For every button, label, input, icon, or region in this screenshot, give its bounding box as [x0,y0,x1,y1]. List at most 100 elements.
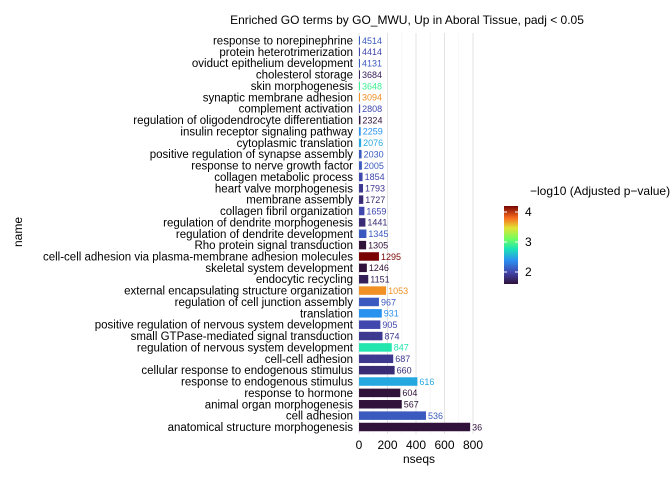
bar [359,184,363,193]
category-label: positive regulation of nervous system de… [95,320,354,332]
value-label: 4414 [362,47,382,57]
bar [359,388,401,398]
category-label: complement activation [239,104,353,116]
legend-colorbar [504,206,518,284]
value-label: 1793 [365,184,385,194]
legend-tick-label: 2 [525,265,532,279]
value-label: 687 [395,354,410,364]
bar [359,400,402,409]
category-label: regulation of oligodendrocyte differenti… [133,115,353,127]
value-label: 905 [382,320,397,330]
category-label: membrane assembly [246,195,353,207]
category-label: cell-cell adhesion via plasma-membrane a… [43,251,353,263]
value-label: 536 [428,411,443,421]
value-label: 847 [394,343,409,353]
value-label: 616 [419,377,434,387]
bar [359,297,379,307]
value-label: 604 [402,388,417,398]
bar [359,115,361,125]
category-label: oviduct epithelium development [192,58,354,70]
value-label: 1295 [381,252,401,262]
value-label: 874 [385,331,400,341]
category-label: external encapsulating structure organiz… [124,286,353,298]
category-label: synaptic membrane adhesion [203,92,353,104]
value-label: 2076 [363,138,383,148]
bar [359,377,418,386]
value-label: 1305 [368,240,388,250]
category-label: regulation of dendrite morphogenesis [163,217,353,229]
category-label: response to nerve growth factor [191,161,353,173]
bar [359,58,360,68]
value-label: 3094 [362,93,382,103]
category-label: small GTPase-mediated signal transductio… [131,331,353,343]
legend-tick-label: 4 [525,205,532,219]
bar [359,104,361,113]
value-label: 4131 [362,59,382,69]
value-label: 1345 [368,229,388,239]
x-tick-label: 400 [406,438,426,452]
category-label: skin morphogenesis [251,81,354,93]
value-label: 2808 [362,104,382,114]
bar [359,127,361,136]
category-label: cell adhesion [286,411,353,423]
bar [359,274,369,284]
category-label: response to endogenous stimulus [181,377,353,389]
bar [359,331,383,341]
category-label: skeletal system development [205,263,353,275]
value-label: 2005 [364,161,384,171]
x-tick-label: 600 [434,438,454,452]
category-label: anatomical structure morphogenesis [168,422,354,434]
bar [359,149,362,159]
category-label: translation [300,308,353,320]
value-label: 1854 [365,172,385,182]
category-label: collagen metabolic process [214,172,353,184]
bar [359,263,367,273]
x-tick-label: 200 [377,438,397,452]
x-tick-label: 800 [463,438,483,452]
value-label: 567 [404,400,419,410]
legend-title: −log10 (Adjusted p−value) [530,184,670,198]
bar [359,206,365,216]
value-label: 3648 [362,81,382,91]
value-label: 2324 [362,115,382,125]
bar [359,422,471,432]
category-label: response to norepinephrine [213,36,353,48]
bar [359,354,394,364]
y-axis-title: name [11,217,25,247]
category-label: collagen fibril organization [220,206,353,218]
bar [359,93,360,102]
bar [359,172,363,182]
bar [359,365,395,375]
bar [359,195,364,204]
category-label: cholesterol storage [256,70,353,82]
category-label: positive regulation of synapse assembly [150,149,354,161]
category-label: response to hormone [244,388,353,400]
value-label: 4514 [362,36,382,46]
category-label: Rho protein signal transduction [194,240,353,252]
category-label: regulation of dendrite development [176,229,354,241]
bars-group [359,36,471,432]
value-label: 660 [397,365,412,375]
bar [359,240,367,250]
bar [359,229,367,238]
value-label: 1151 [370,275,389,285]
bar [359,343,392,352]
bar [359,47,360,57]
value-label: 1441 [367,218,387,228]
x-axis-title: nseqs [403,452,435,466]
bar [359,411,426,420]
legend-tick-label: 3 [525,235,532,249]
bar [359,138,362,148]
bar [359,320,381,329]
x-tick-labels: 0 200 400 600 800 [356,438,484,452]
category-label: insulin receptor signaling pathway [180,126,353,138]
bar [359,218,366,227]
value-label: 1727 [365,195,385,205]
color-legend: −log10 (Adjusted p−value) 2 3 4 [504,184,670,284]
bar [359,81,360,91]
value-label: 931 [384,309,399,319]
category-label: heart valve morphogenesis [215,183,353,195]
